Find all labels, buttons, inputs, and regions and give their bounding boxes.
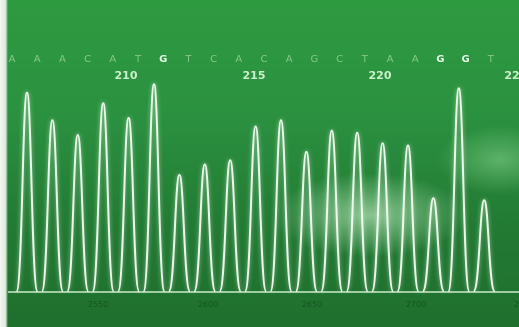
trace-peak: [91, 102, 115, 292]
trace-peak: [244, 125, 268, 292]
base-call-letter: T: [184, 54, 192, 65]
position-number: 215: [243, 69, 266, 82]
base-call-letter: C: [336, 54, 343, 65]
trace-peak: [371, 142, 395, 292]
base-call-letter: A: [109, 54, 116, 65]
scan-axis-label: 2: [513, 300, 518, 309]
trace-peak: [40, 119, 64, 292]
trace-peak: [117, 117, 141, 292]
trace-peak: [320, 129, 344, 292]
base-call-letter: A: [412, 54, 419, 65]
trace-peak: [167, 173, 191, 292]
position-number-row: 210 215 220 22: [115, 69, 519, 82]
trace-peak: [294, 150, 318, 292]
base-call-letter: A: [9, 54, 16, 65]
scan-axis-label: 2700: [406, 300, 426, 309]
scan-axis-row: 2550 2600 2650 2700 2: [88, 300, 519, 309]
base-call-letter: G: [461, 54, 469, 65]
trace-peak: [218, 159, 242, 292]
base-call-letter: A: [387, 54, 394, 65]
trace-peak: [142, 83, 166, 292]
base-call-letter: G: [436, 54, 444, 65]
trace-peak: [269, 119, 293, 292]
scan-axis-label: 2600: [198, 300, 218, 309]
base-call-letter: A: [34, 54, 41, 65]
position-number: 22: [504, 69, 519, 82]
trace-peak: [421, 197, 445, 292]
base-call-letter: C: [210, 54, 217, 65]
base-call-letter: G: [311, 54, 319, 65]
base-call-letter: A: [59, 54, 66, 65]
trace-peak: [472, 199, 496, 292]
trace-peak: [447, 87, 471, 292]
trace-peak: [66, 133, 90, 292]
base-call-letter: T: [361, 54, 369, 65]
base-call-letter: A: [286, 54, 293, 65]
trace-peak: [345, 131, 369, 292]
base-call-letter: C: [261, 54, 268, 65]
base-call-letter: T: [134, 54, 142, 65]
base-call-letter: G: [159, 54, 167, 65]
left-edge-strip: [0, 0, 8, 327]
position-number: 210: [115, 69, 138, 82]
base-call-letter: C: [84, 54, 91, 65]
trace-peak: [193, 163, 217, 292]
base-call-letter: T: [487, 54, 495, 65]
trace-layer: [15, 83, 496, 292]
position-number: 220: [369, 69, 392, 82]
scan-axis-label: 2650: [302, 300, 322, 309]
scan-axis-label: 2550: [88, 300, 108, 309]
trace-peak: [15, 91, 39, 292]
trace-peak: [396, 144, 420, 292]
base-call-letter: A: [235, 54, 242, 65]
